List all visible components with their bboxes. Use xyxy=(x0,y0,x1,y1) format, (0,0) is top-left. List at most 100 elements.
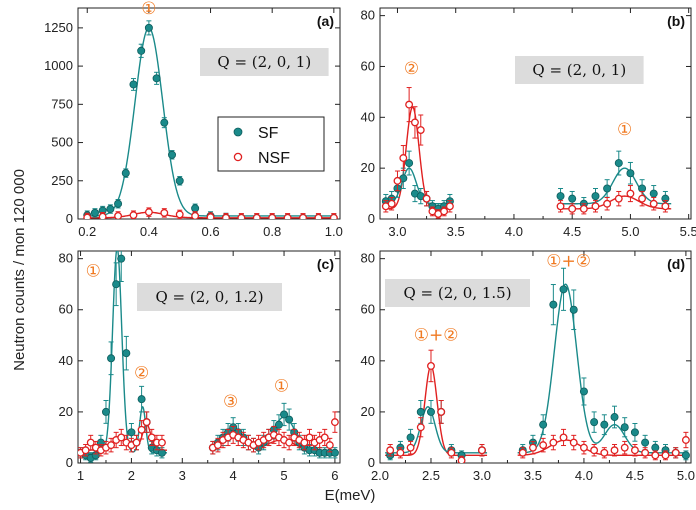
point-sf xyxy=(681,451,690,460)
y-tick-label: 40 xyxy=(361,353,375,368)
legend-marker-nsf xyxy=(233,152,243,162)
point-nsf xyxy=(591,202,600,211)
point-nsf xyxy=(422,194,431,203)
point-sf xyxy=(626,169,635,178)
point-sf xyxy=(406,433,415,442)
y-tick-label: 0 xyxy=(66,455,73,470)
point-sf xyxy=(106,205,115,214)
point-nsf xyxy=(114,211,123,219)
legend-label-sf: SF xyxy=(258,125,279,142)
point-nsf xyxy=(285,438,294,447)
point-nsf xyxy=(175,210,184,219)
point-nsf xyxy=(387,199,396,208)
point-nsf xyxy=(283,213,292,219)
point-nsf xyxy=(213,441,222,450)
point-nsf xyxy=(671,448,680,457)
point-nsf xyxy=(661,202,670,211)
point-sf xyxy=(129,80,138,89)
point-nsf xyxy=(252,213,261,219)
y-tick-label: 60 xyxy=(361,58,375,73)
x-tick-label: 4.5 xyxy=(626,468,644,483)
point-sf xyxy=(112,280,121,289)
point-sf xyxy=(175,176,184,185)
point-nsf xyxy=(329,213,338,219)
plot-area xyxy=(381,87,672,219)
x-tick-label: 6 xyxy=(331,468,338,483)
point-nsf xyxy=(399,154,408,162)
point-nsf xyxy=(206,213,215,219)
y-tick-label: 20 xyxy=(59,404,73,419)
y-tick-label: 0 xyxy=(66,211,73,226)
point-sf xyxy=(152,74,161,83)
point-nsf xyxy=(406,443,415,452)
y-tick-label: 20 xyxy=(361,160,375,175)
q-label-box xyxy=(200,48,329,76)
x-axis-label: E(meV) xyxy=(325,487,376,504)
point-sf xyxy=(168,150,177,159)
point-nsf xyxy=(86,438,95,447)
panel-label: (c) xyxy=(317,256,334,272)
point-nsf xyxy=(222,213,230,219)
point-sf xyxy=(137,46,146,55)
plot-area xyxy=(83,20,338,219)
point-nsf xyxy=(614,194,623,203)
y-tick-label: 1000 xyxy=(44,58,73,73)
point-nsf xyxy=(556,202,565,211)
x-tick-label: 1 xyxy=(77,468,84,483)
q-label-box xyxy=(385,279,530,307)
point-sf xyxy=(603,184,612,193)
point-nsf xyxy=(396,448,405,457)
point-nsf xyxy=(144,208,153,217)
y-tick-label: 0 xyxy=(368,211,375,226)
point-nsf xyxy=(300,438,309,447)
x-tick-label: 4 xyxy=(230,468,237,483)
x-tick-label: 5.5 xyxy=(680,224,696,239)
point-nsf xyxy=(579,204,588,213)
peak-annotation: ①+② xyxy=(414,325,459,345)
point-sf xyxy=(416,407,425,416)
point-sf xyxy=(591,192,600,201)
point-sf xyxy=(651,443,660,452)
peak-annotation: ③ xyxy=(223,392,238,412)
point-nsf xyxy=(440,207,449,216)
peak-annotation: ① xyxy=(617,120,632,140)
x-tick-label: 2 xyxy=(128,468,135,483)
point-nsf xyxy=(457,456,466,463)
q-label: Q = (2, 0, 1.2) xyxy=(155,288,263,306)
point-sf xyxy=(127,428,136,437)
y-tick-label: 80 xyxy=(59,251,73,266)
point-nsf xyxy=(320,433,329,442)
point-sf xyxy=(590,418,599,427)
point-sf xyxy=(405,159,414,168)
x-tick-label: 3.5 xyxy=(524,468,542,483)
point-sf xyxy=(137,395,146,404)
point-sf xyxy=(121,169,130,178)
y-tick-label: 60 xyxy=(59,302,73,317)
y-tick-label: 0 xyxy=(368,455,375,470)
x-tick-label: 3.0 xyxy=(473,468,491,483)
point-nsf xyxy=(641,448,650,457)
x-tick-label: 0.8 xyxy=(263,224,281,239)
point-nsf xyxy=(299,213,307,219)
point-sf xyxy=(568,194,577,203)
point-sf xyxy=(101,407,110,416)
point-sf xyxy=(649,189,658,198)
panel-label: (d) xyxy=(667,256,685,272)
y-tick-label: 20 xyxy=(361,404,375,419)
plot-frame xyxy=(77,250,341,464)
x-tick-label: 4.0 xyxy=(575,468,593,483)
x-tick-label: 4.0 xyxy=(505,224,523,239)
y-tick-label: 1250 xyxy=(44,20,73,35)
point-nsf xyxy=(132,438,141,447)
point-sf xyxy=(600,420,609,429)
point-nsf xyxy=(81,446,90,455)
point-nsf xyxy=(410,118,419,127)
x-tick-label: 2.5 xyxy=(422,468,440,483)
point-sf xyxy=(144,23,153,32)
x-tick-label: 0.4 xyxy=(140,224,158,239)
point-nsf xyxy=(600,448,609,457)
point-sf xyxy=(620,423,629,432)
x-tick-label: 2.0 xyxy=(371,468,389,483)
point-sf xyxy=(539,420,548,429)
